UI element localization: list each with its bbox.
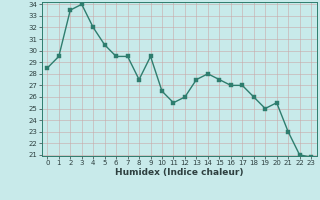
- X-axis label: Humidex (Indice chaleur): Humidex (Indice chaleur): [115, 168, 244, 177]
